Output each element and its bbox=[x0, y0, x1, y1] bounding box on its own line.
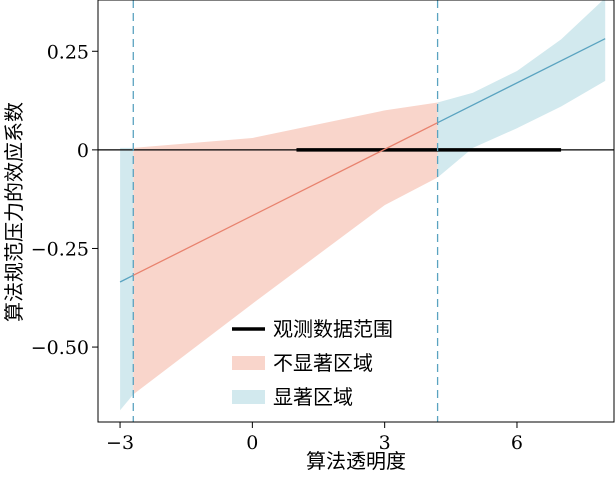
y-axis: 0.25 0 −0.25 −0.50 bbox=[31, 41, 98, 359]
legend-swatch-1 bbox=[232, 356, 265, 370]
x-tick-label-0: −3 bbox=[106, 432, 134, 454]
legend-label-0: 观测数据范围 bbox=[273, 317, 393, 341]
x-tick-label-1: 0 bbox=[246, 432, 258, 454]
effect-line-significant-right bbox=[437, 38, 606, 124]
y-tick-label-3: −0.50 bbox=[31, 337, 89, 359]
y-tick-label-1: 0 bbox=[77, 140, 89, 162]
band-significant-right bbox=[437, 0, 606, 178]
x-tick-label-3: 6 bbox=[511, 432, 523, 454]
reference-lines bbox=[98, 0, 614, 422]
legend-label-2: 显著区域 bbox=[273, 385, 353, 409]
legend-swatch-2 bbox=[232, 390, 265, 404]
effect-line-nonsignificant bbox=[132, 122, 438, 276]
y-tick-label-0: 0.25 bbox=[47, 41, 89, 63]
y-tick-label-2: −0.25 bbox=[31, 238, 89, 260]
legend-label-1: 不显著区域 bbox=[273, 351, 373, 375]
x-tick-label-2: 3 bbox=[379, 432, 391, 454]
band-nonsignificant bbox=[133, 102, 438, 395]
confidence-band bbox=[120, 0, 606, 411]
plot-frame bbox=[97, 0, 615, 423]
x-axis-title: 算法透明度 bbox=[306, 449, 406, 473]
y-axis-title: 算法规范压力的效应系数 bbox=[2, 102, 26, 322]
effect-line bbox=[119, 38, 606, 283]
x-axis: −3 0 3 6 bbox=[106, 422, 523, 454]
effect-line-significant-left bbox=[119, 274, 134, 283]
